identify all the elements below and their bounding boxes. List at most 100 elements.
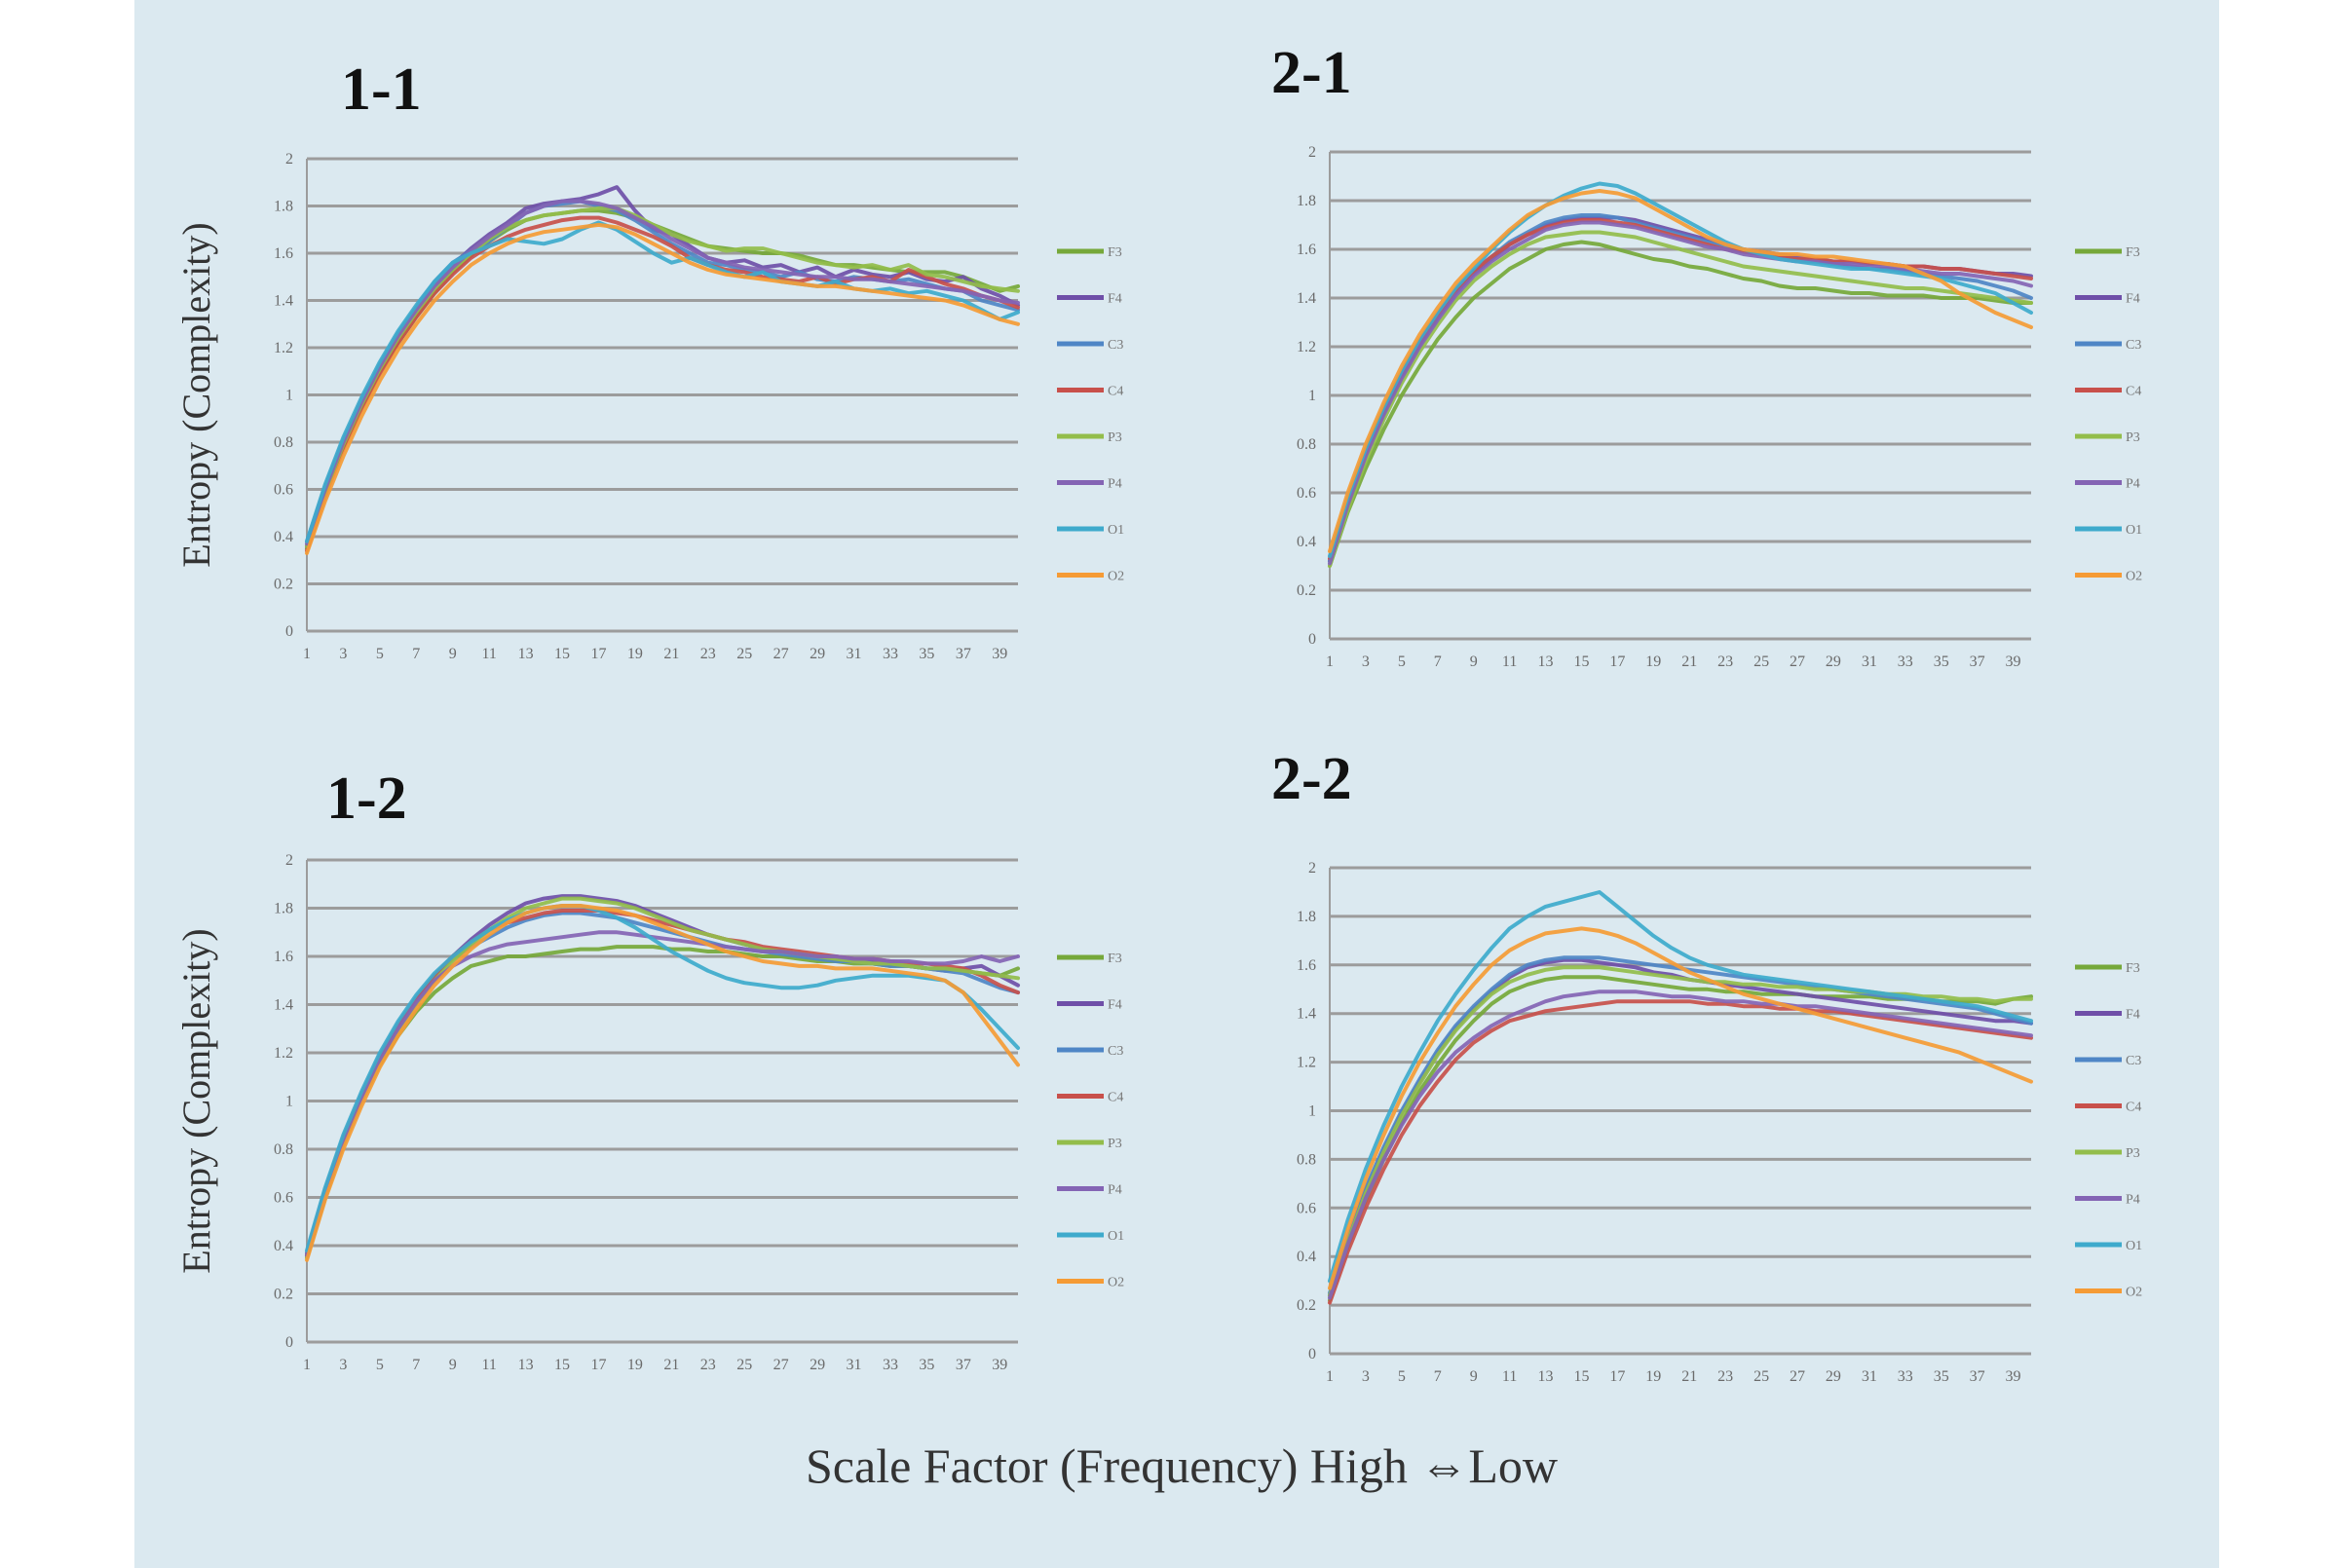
x-tick-label: 9 bbox=[449, 1357, 457, 1373]
y-tick-label: 0.4 bbox=[274, 1238, 293, 1254]
y-tick-label: 1.6 bbox=[274, 949, 293, 965]
legend-label: O2 bbox=[2126, 1286, 2142, 1300]
series-line-F4 bbox=[305, 894, 1020, 1257]
x-tick-label: 23 bbox=[1717, 1368, 1733, 1385]
x-tick-label: 1 bbox=[1326, 1368, 1334, 1385]
series-line-O2 bbox=[1328, 189, 2033, 553]
series-line-F4 bbox=[1328, 215, 2033, 563]
y-axis-label: Entropy (Complexity) bbox=[174, 928, 218, 1273]
x-tick-label: 37 bbox=[1970, 653, 1985, 670]
y-tick-label: 1.4 bbox=[274, 293, 293, 310]
series-line-O2 bbox=[305, 222, 1020, 555]
x-tick-label: 13 bbox=[518, 1357, 534, 1373]
series-line-O1 bbox=[305, 220, 1020, 543]
x-tick-label: 33 bbox=[883, 646, 898, 662]
x-tick-label: 33 bbox=[883, 1357, 898, 1373]
x-tick-label: 19 bbox=[627, 646, 643, 662]
x-tick-label: 13 bbox=[518, 646, 534, 662]
x-tick-label: 21 bbox=[1681, 1368, 1697, 1385]
legend-label: P4 bbox=[2126, 477, 2140, 492]
x-tick-label: 29 bbox=[1826, 653, 1841, 670]
y-tick-label: 1.2 bbox=[274, 1045, 293, 1062]
y-tick-label: 2 bbox=[1308, 860, 1316, 877]
x-tick-label: 31 bbox=[1862, 1368, 1877, 1385]
x-tick-label: 37 bbox=[1970, 1368, 1985, 1385]
x-tick-label: 13 bbox=[1538, 653, 1554, 670]
y-tick-label: 0 bbox=[285, 623, 293, 640]
legend-label: F4 bbox=[2126, 292, 2140, 307]
legend-label: P4 bbox=[2126, 1193, 2140, 1208]
x-tick-label: 23 bbox=[700, 646, 716, 662]
x-tick-label: 15 bbox=[554, 646, 570, 662]
x-tick-label: 11 bbox=[1502, 1368, 1517, 1385]
x-tick-label: 31 bbox=[1862, 653, 1877, 670]
x-tick-label: 27 bbox=[773, 1357, 789, 1373]
x-tick-label: 3 bbox=[339, 1357, 347, 1373]
y-tick-label: 0.4 bbox=[274, 529, 293, 545]
x-tick-label: 39 bbox=[2006, 653, 2021, 670]
legend-label: O1 bbox=[2126, 1239, 2142, 1253]
x-tick-label: 39 bbox=[992, 646, 1007, 662]
legend: F3 F4 C3 C4 P3 P4 O1 O2 bbox=[2075, 961, 2142, 1300]
x-tick-label: 23 bbox=[1717, 653, 1733, 670]
legend-label: C3 bbox=[1108, 1044, 1123, 1059]
y-tick-label: 0.2 bbox=[274, 1287, 293, 1303]
x-tick-label: 3 bbox=[1362, 1368, 1370, 1385]
x-tick-label: 7 bbox=[1434, 1368, 1442, 1385]
y-tick-label: 0 bbox=[1308, 631, 1316, 648]
legend-label: F4 bbox=[1108, 292, 1122, 307]
legend-label: P3 bbox=[2126, 1146, 2140, 1161]
x-tick-label: 13 bbox=[1538, 1368, 1554, 1385]
y-tick-label: 1.8 bbox=[274, 901, 293, 917]
y-tick-label: 0.2 bbox=[274, 577, 293, 593]
y-tick-label: 0.8 bbox=[274, 434, 293, 451]
y-tick-label: 0.6 bbox=[274, 482, 293, 499]
series-line-F3 bbox=[1328, 240, 2033, 568]
x-tick-label: 39 bbox=[2006, 1368, 2021, 1385]
legend-label: F3 bbox=[1108, 952, 1122, 966]
x-tick-label: 27 bbox=[773, 646, 789, 662]
legend-label: P4 bbox=[1108, 1183, 1122, 1198]
y-tick-label: 0.8 bbox=[274, 1141, 293, 1158]
x-tick-label: 1 bbox=[303, 1357, 311, 1373]
legend: F3 F4 C3 C4 P3 P4 O1 O2 bbox=[1057, 245, 1124, 584]
y-tick-label: 0.6 bbox=[1297, 1200, 1316, 1216]
x-tick-label: 19 bbox=[1645, 1368, 1661, 1385]
x-tick-label: 7 bbox=[412, 1357, 420, 1373]
panel-title: 2-1 bbox=[1271, 40, 1352, 106]
series-line-C4 bbox=[305, 215, 1020, 553]
x-tick-label: 17 bbox=[590, 1357, 606, 1373]
x-tick-label: 27 bbox=[1790, 653, 1805, 670]
x-tick-label: 35 bbox=[1934, 653, 1949, 670]
series-line-C3 bbox=[1328, 955, 2033, 1295]
x-tick-label: 5 bbox=[1398, 1368, 1406, 1385]
x-tick-label: 11 bbox=[481, 1357, 496, 1373]
y-tick-label: 2 bbox=[285, 852, 293, 869]
legend-label: O2 bbox=[1108, 1276, 1124, 1290]
series-line-P3 bbox=[1328, 230, 2033, 568]
x-tick-label: 3 bbox=[1362, 653, 1370, 670]
x-tick-label: 35 bbox=[1934, 1368, 1949, 1385]
x-tick-label: 17 bbox=[1609, 653, 1625, 670]
x-tick-label: 25 bbox=[1754, 653, 1769, 670]
series-line-P4 bbox=[305, 930, 1020, 1257]
y-tick-label: 0.6 bbox=[274, 1190, 293, 1207]
y-tick-label: 1.2 bbox=[1297, 1055, 1316, 1071]
legend-label: O1 bbox=[1108, 1229, 1124, 1244]
chart-2-2: 00.20.40.60.811.21.41.61.821 3 5 7 9 11 13 15 17… bbox=[1271, 746, 2142, 1385]
x-tick-label: 7 bbox=[412, 646, 420, 662]
x-tick-label: 21 bbox=[663, 1357, 679, 1373]
y-axis-label: Entropy (Complexity) bbox=[174, 222, 218, 567]
y-tick-label: 2 bbox=[285, 151, 293, 168]
x-tick-label: 15 bbox=[1573, 1368, 1589, 1385]
panel-title: 1-2 bbox=[326, 765, 407, 832]
legend-label: P3 bbox=[1108, 430, 1122, 445]
series-line-C4 bbox=[1328, 999, 2033, 1305]
y-tick-label: 1 bbox=[285, 388, 293, 404]
x-tick-label: 21 bbox=[663, 646, 679, 662]
series-line-O1 bbox=[1328, 181, 2033, 558]
legend-label: F3 bbox=[2126, 245, 2140, 260]
y-tick-label: 1 bbox=[1308, 1103, 1316, 1120]
y-tick-label: 1 bbox=[285, 1094, 293, 1110]
x-tick-label: 3 bbox=[339, 646, 347, 662]
